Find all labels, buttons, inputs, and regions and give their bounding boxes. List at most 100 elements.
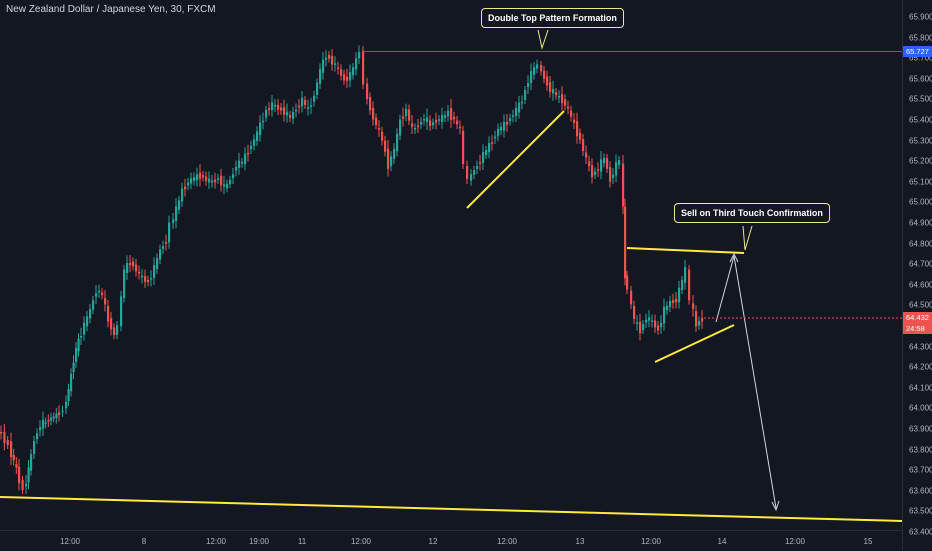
candle-body [181,188,184,202]
candle-body [639,321,642,334]
candle-body [33,441,36,454]
candle-body [609,167,612,182]
candle-body [642,323,645,331]
countdown-tag: 24:58 [903,323,932,334]
candle-body [156,258,159,269]
price-axis-label: 64.100 [909,383,932,393]
candle-body [626,275,629,290]
candle-body [666,305,669,311]
candle-body [83,322,86,335]
time-axis-label: 13 [575,537,585,546]
candle-body [399,119,402,136]
candle-body [456,120,459,125]
price-axis-label: 64.900 [909,218,932,228]
candle-body [235,167,238,171]
candle-body [612,174,615,178]
price-axis-label: 65.100 [909,177,932,187]
price-chart[interactable] [0,0,902,530]
candle-body [384,140,387,152]
candle-body [199,172,202,179]
price-axis-label: 64.600 [909,280,932,290]
candle-body [18,466,21,484]
time-axis-label: 11 [297,537,307,546]
candle-body [512,115,515,117]
candle-body [159,249,162,260]
candle-body [217,178,220,180]
candle-body [325,57,328,60]
time-axis-label: 8 [141,537,147,546]
candle-body [555,92,558,96]
candle-body [250,145,253,150]
candle-body [42,419,45,429]
sell-signal-callout[interactable]: Sell on Third Touch Confirmation [674,203,830,223]
time-axis-label: 15 [863,537,873,546]
candle-body [286,111,289,116]
candle-body [497,128,500,137]
candle-body [280,107,283,111]
candle-body [573,119,576,123]
candle-body [61,410,64,413]
resistance-price-tag: 65.727 [903,46,932,57]
candle-body [378,128,381,130]
candle-body [509,118,512,122]
candle-body [482,152,485,163]
candle-body [527,83,530,87]
candle-body [27,467,30,483]
candle-body [132,261,135,267]
candle-body [470,174,473,181]
candle-body [138,271,141,274]
time-axis-label: 12:00 [59,537,81,546]
candle-body [349,72,352,81]
candle-body [669,300,672,308]
candle-body [220,175,223,186]
candle-body [25,483,28,487]
candle-body [92,300,95,310]
candle-body [232,174,235,179]
candle-body [104,298,107,305]
candle-body [58,412,61,416]
candle-body [524,90,527,100]
price-axis-label: 65.400 [909,115,932,125]
candle-body [223,184,226,187]
candle-body [444,115,447,118]
candle-body [390,156,393,167]
candle-body [184,186,187,190]
candle-body [459,126,462,129]
price-axis-label: 63.700 [909,465,932,475]
candle-body [387,148,390,169]
candle-body [657,325,660,331]
candle-body [277,104,280,110]
candle-body [36,433,39,440]
candle-body [50,417,53,421]
price-axis[interactable]: 65.900 65.800 65.700 65.600 65.500 65.400 65.3… [902,0,932,550]
candle-body [21,479,24,491]
time-axis-label: 12 [428,537,438,546]
candle-body [72,362,75,373]
candle-body [543,70,546,79]
candle-body [229,179,232,185]
candle-body [491,142,494,144]
candle-body [144,276,147,282]
candle-body [262,120,265,123]
candle-body [672,300,675,303]
price-axis-label: 64.500 [909,300,932,310]
candle-body [402,116,405,119]
candle-body [150,278,153,280]
time-axis[interactable]: 12:00 8 12:00 19:00 11 12:00 12 12:00 13 12:00 14 1… [0,530,902,551]
projection-path [715,255,777,509]
candle-body [98,290,101,293]
candle-body [202,175,205,178]
candle-body [129,262,132,266]
double-top-callout-pointer [537,29,549,50]
candle-body [485,149,488,156]
candle-body [337,67,340,70]
candle-body [530,71,533,83]
double-top-callout[interactable]: Double Top Pattern Formation [481,8,624,28]
candle-body [600,159,603,172]
candle-body [633,306,636,319]
price-axis-label: 65.000 [909,197,932,207]
sell-callout-pointer [742,225,753,251]
price-axis-label: 63.600 [909,486,932,496]
candle-body [636,322,639,324]
candle-body [316,82,319,95]
